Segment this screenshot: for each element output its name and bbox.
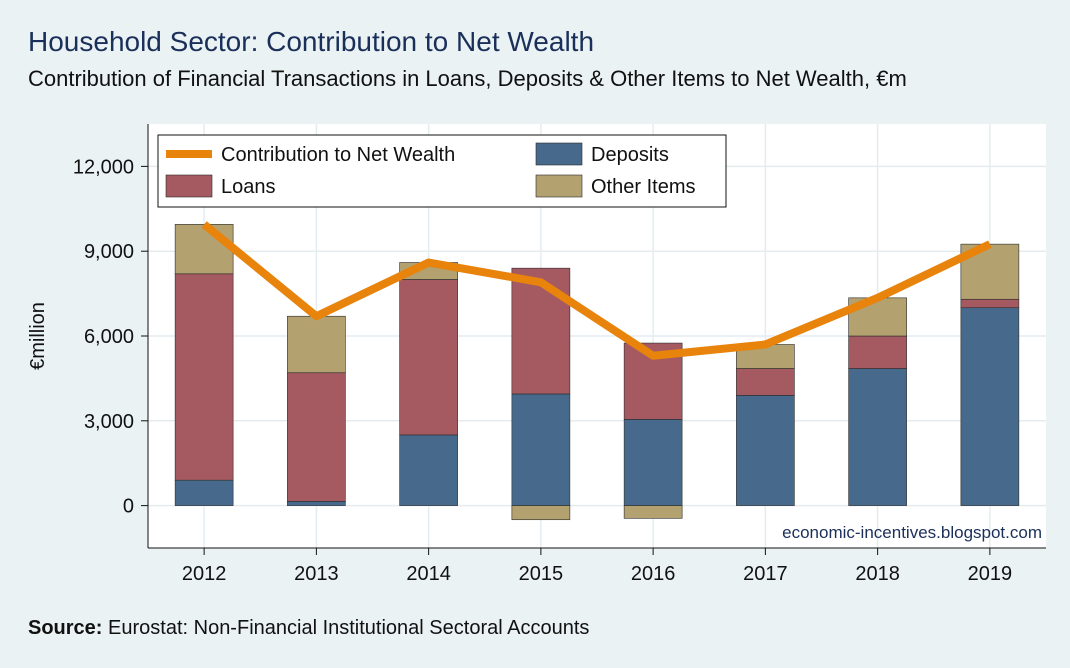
bar-deposits-2019 bbox=[960, 307, 1020, 506]
legend-label: Contribution to Net Wealth bbox=[221, 144, 455, 166]
y-tick-label: 3,000 bbox=[84, 411, 134, 433]
bar-loans-2018 bbox=[848, 335, 907, 369]
y-tick-label: 9,000 bbox=[84, 241, 134, 263]
bar-deposits-2014 bbox=[399, 434, 458, 506]
x-tick-label: 2015 bbox=[519, 563, 564, 585]
bar-loans-2015 bbox=[511, 267, 571, 395]
x-tick-label: 2018 bbox=[855, 563, 900, 585]
bar-loans-2014 bbox=[399, 279, 458, 436]
x-tick-label: 2012 bbox=[182, 563, 227, 585]
bar-deposits-2012 bbox=[174, 479, 234, 506]
source-text: Eurostat: Non-Financial Institutional Se… bbox=[102, 617, 590, 639]
bar-other-2015 bbox=[511, 505, 571, 521]
legend-label: Other Items bbox=[591, 176, 695, 198]
bar-other-2013 bbox=[287, 315, 346, 374]
watermark-text: economic-incentives.blogspot.com bbox=[782, 523, 1042, 542]
bar-loans-2013 bbox=[287, 372, 346, 502]
bar-deposits-2015 bbox=[511, 393, 571, 506]
legend-label: Deposits bbox=[591, 144, 669, 166]
x-tick-label: 2019 bbox=[968, 563, 1013, 585]
bar-deposits-2013 bbox=[287, 501, 346, 506]
x-tick-label: 2014 bbox=[406, 563, 451, 585]
y-tick-label: 6,000 bbox=[84, 326, 134, 348]
bar-loans-2019 bbox=[960, 298, 1020, 309]
chart-subtitle: Contribution of Financial Transactions i… bbox=[28, 66, 907, 91]
bar-deposits-2018 bbox=[848, 368, 907, 506]
legend-swatch-deposits bbox=[535, 142, 583, 166]
x-tick-label: 2016 bbox=[631, 563, 676, 585]
bar-loans-2012 bbox=[174, 273, 234, 481]
x-tick-label: 2013 bbox=[294, 563, 339, 585]
legend-label: Loans bbox=[221, 176, 276, 198]
y-tick-label: 12,000 bbox=[73, 156, 134, 178]
source-note: Source: Eurostat: Non-Financial Institut… bbox=[28, 617, 589, 640]
bar-other-2012 bbox=[174, 224, 234, 275]
bar-other-2016 bbox=[623, 505, 683, 519]
chart-title: Household Sector: Contribution to Net We… bbox=[28, 26, 595, 57]
bar-loans-2017 bbox=[736, 368, 795, 396]
legend-box bbox=[157, 134, 727, 208]
y-axis-title: €million bbox=[27, 302, 49, 370]
legend-swatch-other bbox=[535, 174, 583, 198]
y-tick-label: 0 bbox=[123, 496, 134, 518]
source-label: Source: bbox=[28, 617, 103, 639]
line-contribution-to-net-wealth bbox=[201, 221, 992, 360]
legend-swatch-loans bbox=[165, 174, 213, 198]
bar-deposits-2017 bbox=[736, 395, 795, 506]
bar-deposits-2016 bbox=[623, 419, 683, 506]
x-tick-label: 2017 bbox=[743, 563, 788, 585]
